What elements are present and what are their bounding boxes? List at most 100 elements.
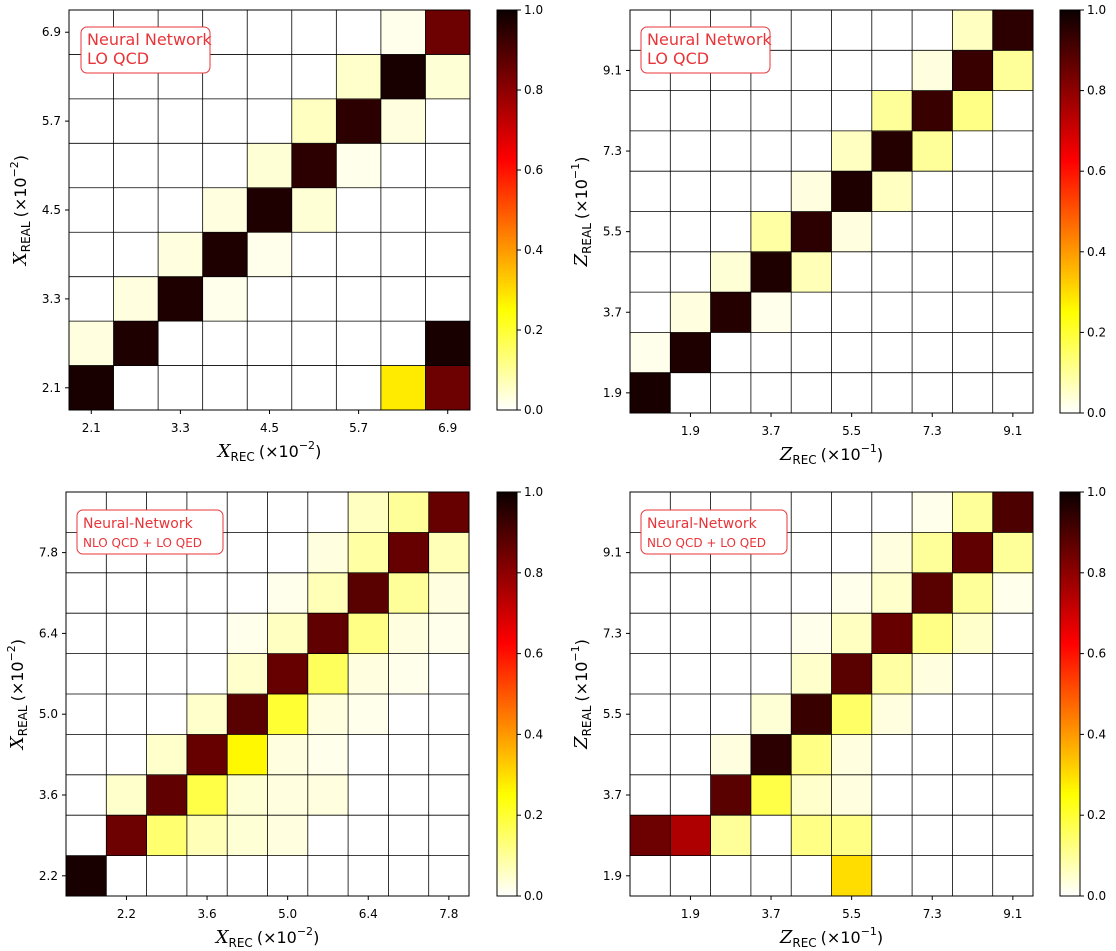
heatmap-cell [336,232,382,277]
heatmap-cell [267,532,309,574]
heatmap-cell [952,90,993,132]
heatmap-cell [146,694,188,735]
heatmap-cell [388,653,429,695]
heatmap-cell [388,532,429,574]
heatmap-cell [146,815,188,856]
heatmap-cell [912,855,953,897]
heatmap-cell [336,143,382,189]
heatmap-cell [186,653,228,695]
heatmap-cell [158,187,203,233]
x-label-scale: (×10 [257,928,297,947]
heatmap-cell [336,98,382,144]
colorbar-tick-label: 0.2 [524,808,543,822]
x-label-sub: REC [792,453,816,467]
x-tick-label: 3.7 [762,907,781,921]
heatmap-cell [871,211,913,253]
heatmap-cell [113,365,159,411]
heatmap-cell [202,276,248,322]
y-label-scale: (×10 [11,177,30,217]
heatmap-cell [912,90,953,132]
heatmap-cell [670,171,711,212]
heatmap-cell [992,815,1034,856]
y-label-var: X [10,251,31,267]
heatmap-cell [146,734,188,776]
heatmap-cell [380,187,426,233]
y-label-close: ) [8,639,27,645]
heatmap-cell [267,653,309,695]
heatmap-cell [750,372,792,414]
heatmap-cell [871,815,913,856]
heatmap-cell [831,572,873,614]
x-axis-label: XREC (×10−2) [214,925,320,950]
heatmap-cell [670,572,711,614]
heatmap-cell [670,372,711,414]
heatmap-cell [831,332,873,373]
heatmap-cell [992,332,1034,373]
heatmap-cell [106,815,147,856]
heatmap-cell [750,90,792,132]
heatmap-cell [146,572,188,614]
heatmap-cell [831,815,873,856]
x-label-sub: REC [792,936,816,950]
y-label-exp: −1 [569,163,582,179]
heatmap-cell [952,50,993,91]
heatmap-cell [992,774,1034,816]
heatmap-cell [348,613,389,654]
heatmap-cell [291,232,337,277]
heatmap-cell [307,774,349,816]
heatmap-cell [428,653,470,695]
heatmap-cell [158,276,203,322]
heatmap-cell [992,50,1034,91]
heatmap-cell [791,171,832,212]
heatmap-cell [831,372,873,414]
heatmap-cell [750,572,792,614]
heatmap-cell [186,694,228,735]
y-tick-label: 6.9 [42,25,61,39]
heatmap-cell [791,855,832,897]
heatmap-cell [750,855,792,897]
heatmap-cell [871,734,913,776]
x-label-exp: −1 [861,925,877,938]
heatmap-cell [106,572,147,614]
y-label-scale: (×10 [572,662,591,702]
heatmap-cell [186,572,228,614]
heatmap-cell [912,653,953,695]
x-tick-label: 4.5 [260,421,279,435]
heatmap-cell [912,815,953,856]
x-label-scale: (×10 [259,442,299,461]
colorbar-tick-label: 1.0 [1087,3,1106,17]
heatmap-cell [710,572,752,614]
heatmap-cell [670,815,711,856]
heatmap-cell [992,855,1034,897]
colorbar-tick-label: 0.8 [1087,566,1106,580]
heatmap-cell [267,572,309,614]
heatmap-cell [69,98,114,144]
heatmap-cell [952,372,993,414]
heatmap-cell [227,492,268,533]
heatmap-cell [380,321,426,366]
heatmap-cell [831,292,873,333]
heatmap-cell [425,365,471,411]
heatmap-cell [247,143,293,189]
heatmap-cell [992,572,1034,614]
heatmap-cell [106,855,147,897]
heatmap-cell [307,532,349,574]
heatmap-cell [750,774,792,816]
y-tick-label: 2.1 [42,381,61,395]
heatmap-cell [291,143,337,189]
heatmap-cell [227,815,268,856]
x-tick-label: 7.3 [923,907,942,921]
heatmap-cell [428,774,470,816]
heatmap-cell [336,276,382,322]
x-tick-label: 9.1 [1003,424,1022,438]
heatmap-cell [952,171,993,212]
heatmap-cell [186,855,228,897]
colorbar-tick-label: 0.0 [524,403,543,417]
heatmap-cell [388,815,429,856]
heatmap-cell [66,572,107,614]
x-label-close: ) [313,928,319,947]
heatmap-cell [710,211,752,253]
heatmap-cell [750,211,792,253]
heatmap-cell [630,171,671,212]
